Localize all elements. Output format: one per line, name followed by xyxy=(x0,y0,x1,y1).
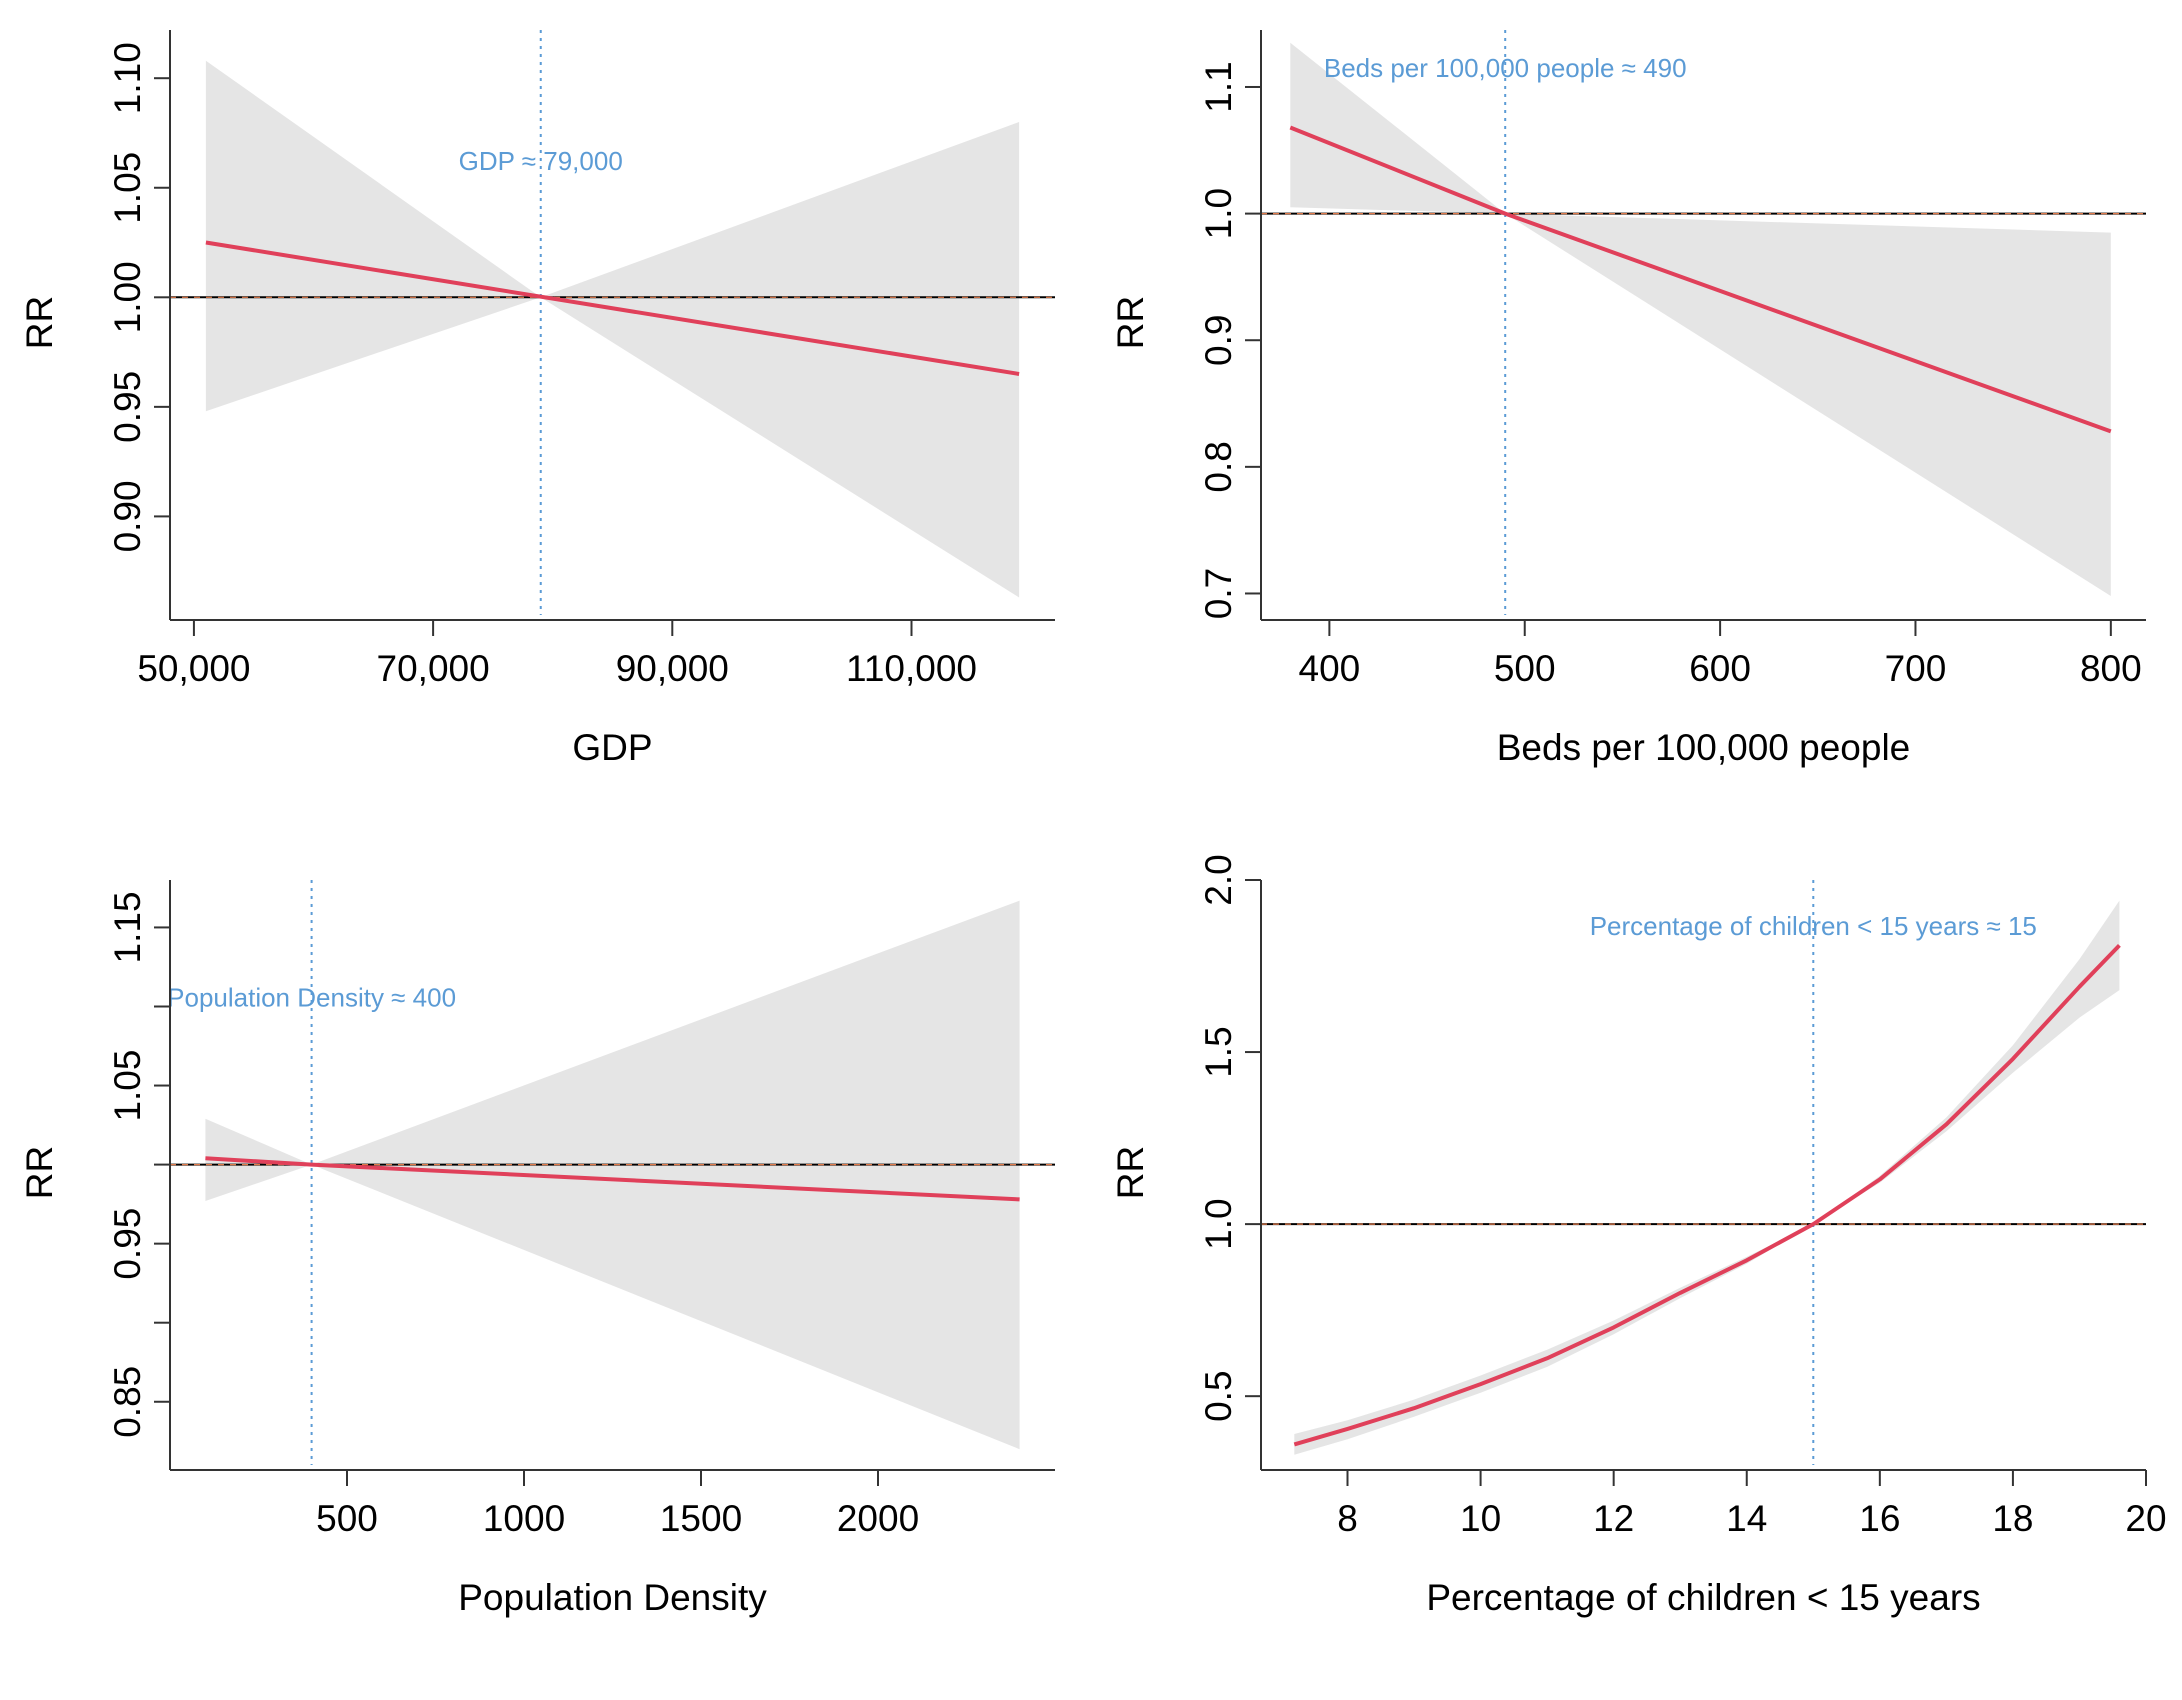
y-tick-label: 0.95 xyxy=(107,1208,148,1280)
y-tick-label: 0.85 xyxy=(107,1366,148,1438)
confidence-band xyxy=(205,900,1020,1450)
y-tick-label: 1.10 xyxy=(107,42,148,114)
y-tick-label: 0.8 xyxy=(1198,441,1239,492)
y-axis-title: RR xyxy=(1110,1146,1151,1199)
x-axis-title: GDP xyxy=(572,727,652,768)
y-tick-label: 0.95 xyxy=(107,371,148,443)
y-tick-label: 2.0 xyxy=(1198,854,1239,905)
rr-curve xyxy=(1293,944,2121,1447)
y-tick-label: 1.05 xyxy=(107,1050,148,1122)
panel-population-density: Population Density ≈ 400 500 1000 1500 2000 0… xyxy=(0,850,1091,1700)
y-axis-title: RR xyxy=(19,296,60,349)
chart-gdp: GDP ≈ 79,000 50,000 70,000 90,000 110,000 0.9… xyxy=(19,30,1055,768)
x-tick-label: 400 xyxy=(1299,648,1361,689)
y-axis-title: RR xyxy=(1110,296,1151,349)
y-tick-label: 0.9 xyxy=(1198,315,1239,366)
confidence-band xyxy=(1290,42,2111,596)
x-tick-label: 1000 xyxy=(483,1498,565,1539)
y-axis-title: RR xyxy=(19,1146,60,1199)
y-tick-label: 1.00 xyxy=(107,261,148,333)
reference-label: Percentage of children < 15 years ≈ 15 xyxy=(1590,911,2037,941)
x-tick-label: 14 xyxy=(1726,1498,1767,1539)
x-tick-label: 8 xyxy=(1337,1498,1358,1539)
y-tick-label: 1.0 xyxy=(1198,1198,1239,1249)
chart-children: Percentage of children < 15 years ≈ 15 8 1… xyxy=(1110,854,2167,1618)
x-tick-label: 700 xyxy=(1885,648,1947,689)
x-tick-label: 110,000 xyxy=(846,648,977,689)
y-tick-label: 1.5 xyxy=(1198,1026,1239,1077)
y-tick-label: 0.5 xyxy=(1198,1370,1239,1421)
rr-curve xyxy=(205,1156,1020,1202)
x-tick-label: 800 xyxy=(2080,648,2142,689)
x-tick-label: 20 xyxy=(2125,1498,2166,1539)
y-tick-label: 0.90 xyxy=(107,480,148,552)
chart-beds: Beds per 100,000 people ≈ 490 400 500 600 70… xyxy=(1110,30,2146,768)
x-tick-label: 500 xyxy=(316,1498,378,1539)
confidence-band xyxy=(205,60,1020,598)
rr-curve xyxy=(1289,125,2112,434)
confidence-band xyxy=(1294,900,2120,1455)
x-tick-label: 90,000 xyxy=(616,648,729,689)
x-axis-title: Percentage of children < 15 years xyxy=(1426,1577,1980,1618)
reference-label: GDP ≈ 79,000 xyxy=(459,146,623,176)
panel-children: Percentage of children < 15 years ≈ 15 8 1… xyxy=(1091,850,2182,1700)
y-tick-label: 1.05 xyxy=(107,152,148,224)
x-tick-label: 2000 xyxy=(837,1498,919,1539)
x-tick-label: 500 xyxy=(1494,648,1556,689)
y-tick-label: 1.15 xyxy=(107,891,148,963)
rr-curve xyxy=(205,240,1020,376)
x-tick-label: 18 xyxy=(1992,1498,2033,1539)
y-tick-label: 0.7 xyxy=(1198,568,1239,619)
panel-gdp: GDP ≈ 79,000 50,000 70,000 90,000 110,000 0.9… xyxy=(0,0,1091,850)
x-tick-label: 16 xyxy=(1859,1498,1900,1539)
y-tick-label: 1.0 xyxy=(1198,188,1239,239)
reference-label: Population Density ≈ 400 xyxy=(167,982,456,1012)
x-tick-label: 50,000 xyxy=(137,648,250,689)
x-tick-label: 10 xyxy=(1460,1498,1501,1539)
x-tick-label: 1500 xyxy=(660,1498,742,1539)
x-axis-title: Population Density xyxy=(458,1577,767,1618)
x-tick-label: 12 xyxy=(1593,1498,1634,1539)
y-tick-label: 1.1 xyxy=(1198,61,1239,112)
x-axis-title: Beds per 100,000 people xyxy=(1497,727,1911,768)
chart-population-density: Population Density ≈ 400 500 1000 1500 2000 0… xyxy=(19,880,1055,1618)
panel-beds: Beds per 100,000 people ≈ 490 400 500 600 70… xyxy=(1091,0,2182,850)
x-tick-label: 70,000 xyxy=(377,648,490,689)
x-tick-label: 600 xyxy=(1689,648,1751,689)
reference-label: Beds per 100,000 people ≈ 490 xyxy=(1324,53,1687,83)
